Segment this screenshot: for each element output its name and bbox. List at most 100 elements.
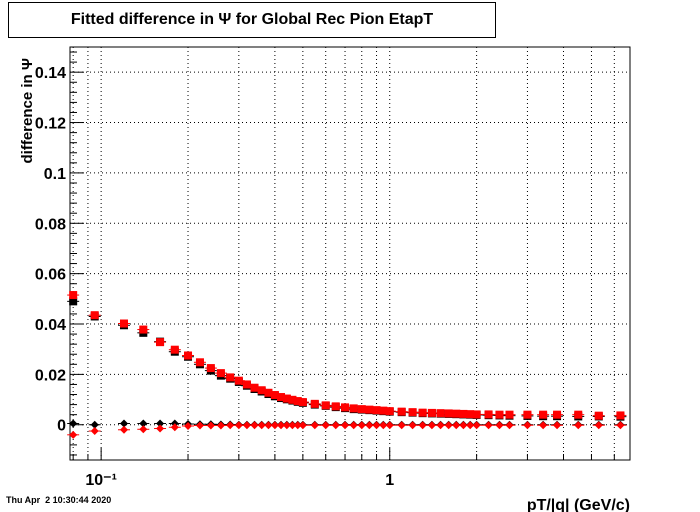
data-point-square [234, 376, 243, 385]
data-point-square [293, 397, 302, 406]
data-point-diamond [264, 421, 273, 430]
data-point-diamond [574, 421, 583, 430]
data-point-square [341, 403, 350, 412]
plot-frame [69, 46, 631, 461]
data-point-diamond [418, 421, 427, 430]
data-point-diamond [594, 421, 603, 430]
data-point-square [594, 411, 603, 420]
data-point-diamond [459, 421, 468, 430]
y-tick-label: 0 [57, 418, 66, 435]
data-point-diamond [321, 421, 330, 430]
data-point-square [574, 410, 583, 419]
data-point-diamond [553, 421, 562, 430]
data-point-square [310, 399, 319, 408]
data-point-diamond [216, 421, 225, 430]
data-point-diamond [90, 420, 99, 429]
data-point-square [436, 409, 445, 418]
data-point-square [385, 407, 394, 416]
y-tick-label: 0.1 [44, 166, 66, 183]
data-point-square [69, 297, 78, 306]
data-point-square [357, 405, 366, 414]
data-point-square [277, 393, 286, 402]
data-point-diamond [139, 425, 148, 434]
data-point-square [90, 311, 99, 320]
data-point-diamond [310, 421, 319, 430]
data-point-square [365, 405, 374, 414]
data-point-diamond [452, 421, 461, 430]
x-axis-label: pT/|q| (GeV/c) [527, 497, 630, 512]
data-point-square [69, 291, 78, 300]
data-point-diamond [365, 421, 374, 430]
data-point-square [553, 410, 562, 419]
data-point-square [397, 407, 406, 416]
data-point-square [466, 410, 475, 419]
data-point-diamond [397, 421, 406, 430]
data-point-diamond [495, 421, 504, 430]
data-point-square [264, 388, 273, 397]
y-tick-label: 0.08 [35, 216, 66, 233]
data-point-square [206, 364, 215, 373]
data-point-square [321, 401, 330, 410]
data-point-diamond [616, 421, 625, 430]
data-point-square [156, 338, 165, 347]
data-point-square [282, 394, 291, 403]
axes: 10⁻¹ 1 0 0.02 0.04 0.06 0.08 0.1 0.12 0.14 [35, 46, 631, 489]
data-point-diamond [408, 421, 417, 430]
data-point-diamond [250, 421, 259, 430]
data-points [67, 291, 627, 439]
data-point-diamond [139, 419, 148, 428]
data-point-diamond [427, 421, 436, 430]
data-point-square [331, 402, 340, 411]
data-point-square [195, 358, 204, 367]
data-point-diamond [156, 424, 165, 433]
data-point-diamond [170, 423, 179, 432]
data-point-diamond [69, 430, 78, 439]
data-point-square [257, 386, 266, 395]
x-tick-label: 10⁻¹ [85, 472, 117, 489]
data-point-square [505, 410, 514, 419]
data-point-diamond [69, 419, 78, 428]
data-point-diamond [484, 421, 493, 430]
data-point-diamond [472, 421, 481, 430]
data-point-square [288, 395, 297, 404]
data-point-diamond [206, 421, 215, 430]
data-point-square [408, 408, 417, 417]
data-point-diamond [226, 421, 235, 430]
data-point-square [349, 404, 358, 413]
data-point-diamond [119, 425, 128, 434]
data-point-square [379, 406, 388, 415]
y-tick-label: 0.04 [35, 317, 66, 334]
data-point-diamond [242, 421, 251, 430]
data-point-square [226, 373, 235, 382]
data-point-diamond [195, 421, 204, 430]
data-point-diamond [257, 421, 266, 430]
data-point-diamond [298, 421, 307, 430]
data-point-square [427, 408, 436, 417]
data-point-square [139, 325, 148, 334]
data-point-square [523, 410, 532, 419]
data-point-diamond [156, 419, 165, 428]
data-point-square [270, 391, 279, 400]
data-point-diamond [436, 421, 445, 430]
data-point-square [170, 345, 179, 354]
data-point-diamond [341, 421, 350, 430]
data-point-square [119, 319, 128, 328]
data-point-diamond [539, 421, 548, 430]
data-point-square [250, 383, 259, 392]
data-point-diamond [379, 421, 388, 430]
data-point-diamond [385, 421, 394, 430]
data-point-square [472, 410, 481, 419]
chart-title: Fitted difference in Ψ for Global Rec Pi… [8, 2, 496, 38]
data-point-square [372, 406, 381, 415]
data-point-diamond [270, 421, 279, 430]
data-point-square [184, 351, 193, 360]
x-tick-label: 1 [385, 472, 394, 489]
data-point-square [216, 369, 225, 378]
data-point-diamond [184, 422, 193, 431]
data-point-square [452, 409, 461, 418]
data-point-diamond [372, 421, 381, 430]
data-point-square [539, 410, 548, 419]
data-point-diamond [331, 421, 340, 430]
data-point-square [495, 410, 504, 419]
